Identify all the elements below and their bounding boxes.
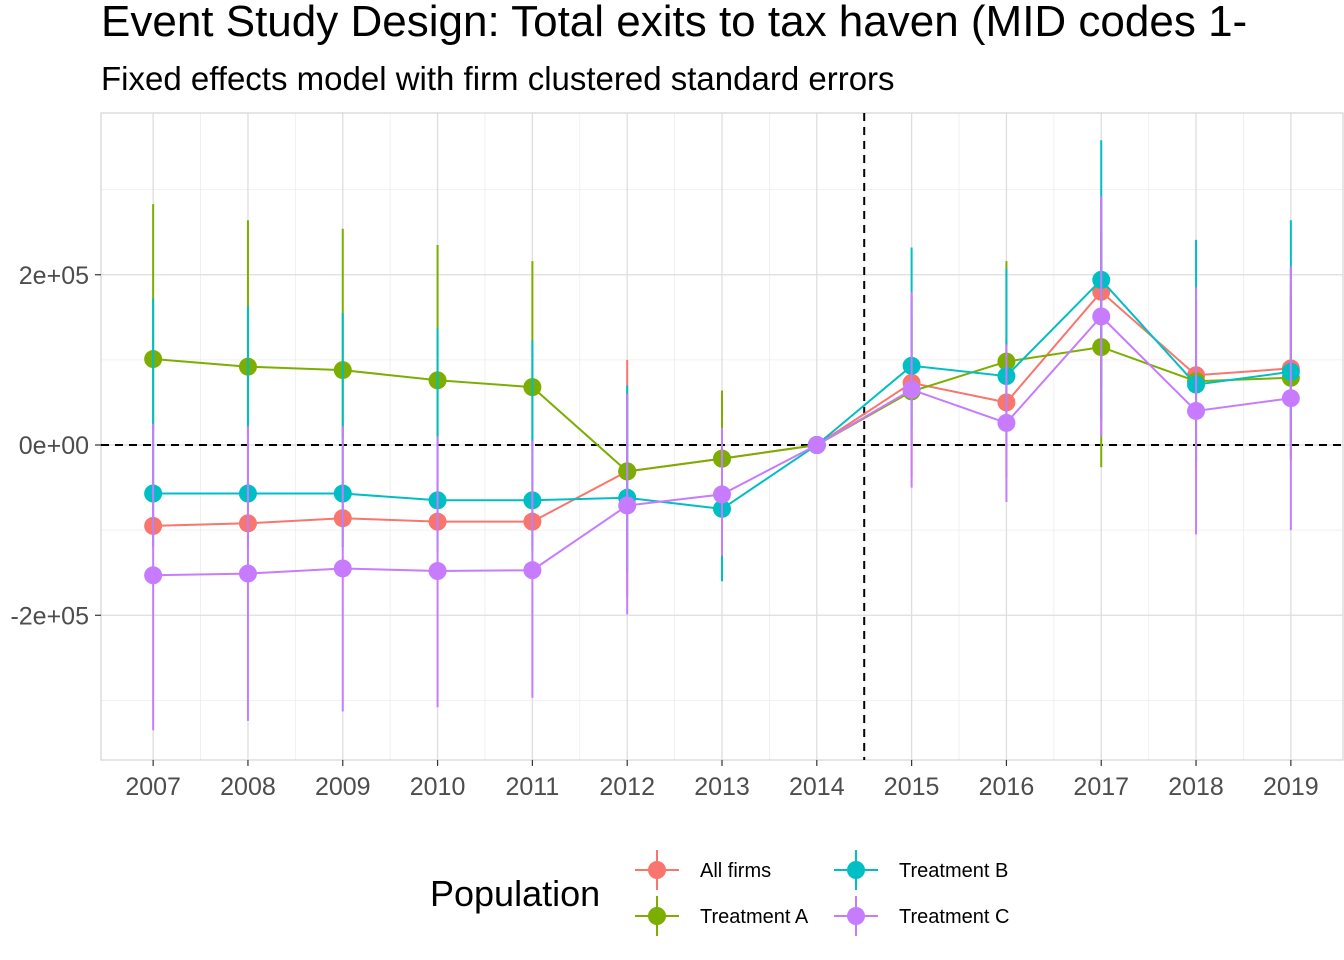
legend-item-all-firms: All firms — [635, 850, 771, 890]
y-tick-label: -2e+05 — [10, 602, 89, 630]
legend-key-point — [847, 907, 865, 925]
data-point — [618, 496, 637, 515]
x-tick-label: 2018 — [1168, 773, 1224, 801]
x-tick-label: 2013 — [694, 773, 750, 801]
data-point — [713, 485, 731, 504]
y-tick-label: 2e+05 — [19, 262, 89, 290]
x-tick-label: 2009 — [315, 773, 371, 801]
data-point — [807, 436, 826, 455]
data-point — [333, 559, 352, 578]
chart-subtitle: Fixed effects model with firm clustered … — [101, 60, 895, 97]
data-point — [1092, 307, 1111, 326]
data-series — [144, 140, 1300, 731]
legend-key-point — [648, 907, 666, 925]
x-tick-label: 2016 — [979, 773, 1035, 801]
legend-label: Treatment B — [899, 860, 1008, 882]
legend-item-treatment-a: Treatment A — [635, 896, 809, 936]
data-point — [1187, 401, 1206, 420]
data-point — [902, 380, 921, 399]
x-tick-label: 2014 — [789, 773, 845, 801]
x-tick-label: 2017 — [1073, 773, 1129, 801]
data-point — [428, 562, 447, 581]
data-point — [238, 564, 257, 583]
legend-label: All firms — [700, 860, 771, 882]
data-point — [1281, 389, 1300, 408]
x-tick-label: 2007 — [125, 773, 181, 801]
x-tick-label: 2019 — [1263, 773, 1319, 801]
legend-key-point — [648, 861, 666, 879]
x-tick-label: 2011 — [505, 773, 559, 801]
x-tick-label: 2010 — [410, 773, 466, 801]
x-tick-label: 2015 — [884, 773, 940, 801]
data-point — [997, 413, 1016, 432]
legend-item-treatment-c: Treatment C — [834, 896, 1009, 936]
legend-item-treatment-b: Treatment B — [834, 850, 1008, 890]
x-tick-label: 2008 — [220, 773, 276, 801]
series-treatment-c — [144, 196, 1300, 731]
legend-label: Treatment A — [700, 906, 809, 928]
legend: Population All firms Treatment A Treatment… — [430, 850, 1009, 936]
x-tick-label: 2012 — [599, 773, 655, 801]
data-point — [523, 561, 542, 580]
chart-title: Event Study Design: Total exits to tax h… — [101, 0, 1247, 46]
axis-labels: 2007 2008 2009 2010 2011 2012 2013 2014 2015 2016… — [10, 262, 1318, 801]
data-point — [144, 566, 163, 585]
y-tick-label: 0e+00 — [19, 432, 89, 460]
legend-label: Treatment C — [899, 906, 1009, 928]
legend-title: Population — [430, 873, 600, 914]
legend-key-point — [847, 861, 865, 879]
